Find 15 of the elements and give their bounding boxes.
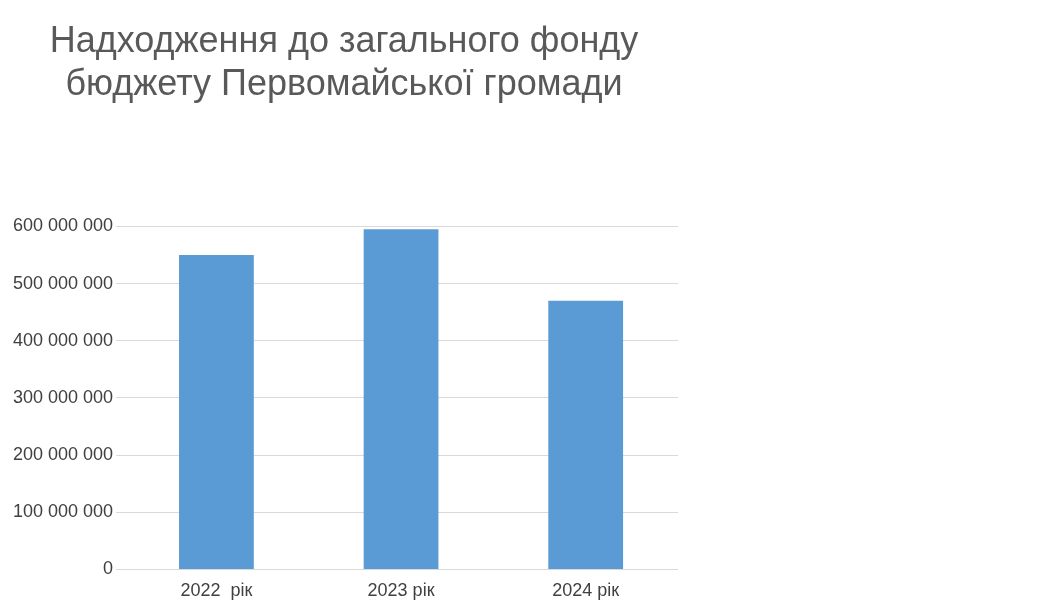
bar [363, 229, 439, 569]
y-tick-label: 100 000 000 [12, 501, 114, 522]
x-tick-label: 2024 рік [552, 580, 620, 601]
y-tick-label: 200 000 000 [12, 444, 114, 465]
text: Надходження до загального фонду [49, 18, 639, 60]
y-tick-label: 0 [103, 558, 114, 579]
x-tick-label: 2023 рік [367, 580, 435, 601]
bar [548, 300, 624, 569]
y-tick-label: 600 000 000 [12, 215, 114, 236]
y-tick-label: 500 000 000 [12, 272, 114, 293]
text: бюджету Первомайської громади [65, 61, 623, 103]
y-tick-label: 400 000 000 [12, 329, 114, 350]
bar [179, 254, 254, 569]
x-tick-label: 2022 рік [180, 580, 253, 601]
y-tick-label: 300 000 000 [12, 386, 114, 407]
